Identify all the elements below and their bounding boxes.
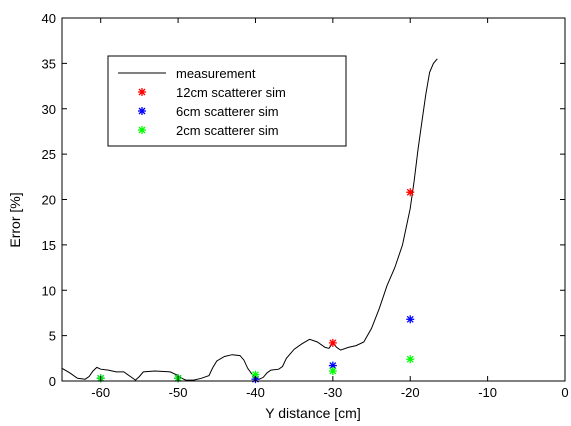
legend-label: measurement — [176, 66, 256, 81]
marker-stroke — [406, 315, 414, 323]
legend-marker-swatch — [138, 126, 146, 134]
x-tick-label: -10 — [478, 385, 497, 400]
x-axis-label: Y distance [cm] — [265, 405, 360, 421]
marker-stroke — [329, 339, 337, 347]
marker-stroke — [138, 126, 146, 134]
x-tick-label: -60 — [91, 385, 110, 400]
legend-label: 2cm scatterer sim — [176, 123, 279, 138]
axes: -60 -50 -40 -30 -20 -10 0 0 5 10 15 20 25 30 35 40 — [42, 11, 569, 400]
legend-box — [107, 55, 347, 147]
legend-label: 6cm scatterer sim — [176, 104, 279, 119]
marker-stroke — [406, 188, 414, 196]
marker-stroke — [329, 362, 337, 370]
series-point-3 — [406, 355, 415, 364]
marker-stroke — [252, 371, 259, 379]
legend: measurement 12cm scatterer sim 6cm scatter… — [107, 55, 347, 147]
x-tick-label: -50 — [169, 385, 188, 400]
series-point-2 — [406, 315, 415, 324]
legend-label: 12cm scatterer sim — [176, 85, 286, 100]
marker-stroke — [138, 107, 146, 115]
y-axis-label: Error [%] — [7, 192, 23, 247]
y-tick-label: 0 — [49, 374, 56, 389]
y-tick-label: 15 — [42, 238, 56, 253]
y-tick-label: 40 — [42, 11, 56, 26]
y-tick-label: 5 — [49, 329, 56, 344]
y-tick-label: 25 — [42, 147, 56, 162]
y-tick-label: 10 — [42, 283, 56, 298]
marker-stroke — [406, 355, 414, 363]
x-tick-label: -20 — [401, 385, 420, 400]
series-point-1 — [328, 338, 337, 347]
marker-stroke — [329, 367, 337, 375]
legend-marker-swatch — [138, 88, 146, 96]
y-tick-label: 20 — [42, 193, 56, 208]
series-point-1 — [406, 188, 415, 197]
series-line-measurement — [61, 58, 438, 381]
y-tick-label: 35 — [42, 56, 56, 71]
x-tick-label: 0 — [561, 385, 568, 400]
series-point-2 — [328, 361, 337, 370]
series-point-3 — [328, 367, 337, 376]
x-tick-label: -40 — [246, 385, 265, 400]
marker-stroke — [138, 88, 146, 96]
x-tick-label: -30 — [323, 385, 342, 400]
y-tick-label: 30 — [42, 102, 56, 117]
legend-marker-swatch — [138, 107, 146, 115]
